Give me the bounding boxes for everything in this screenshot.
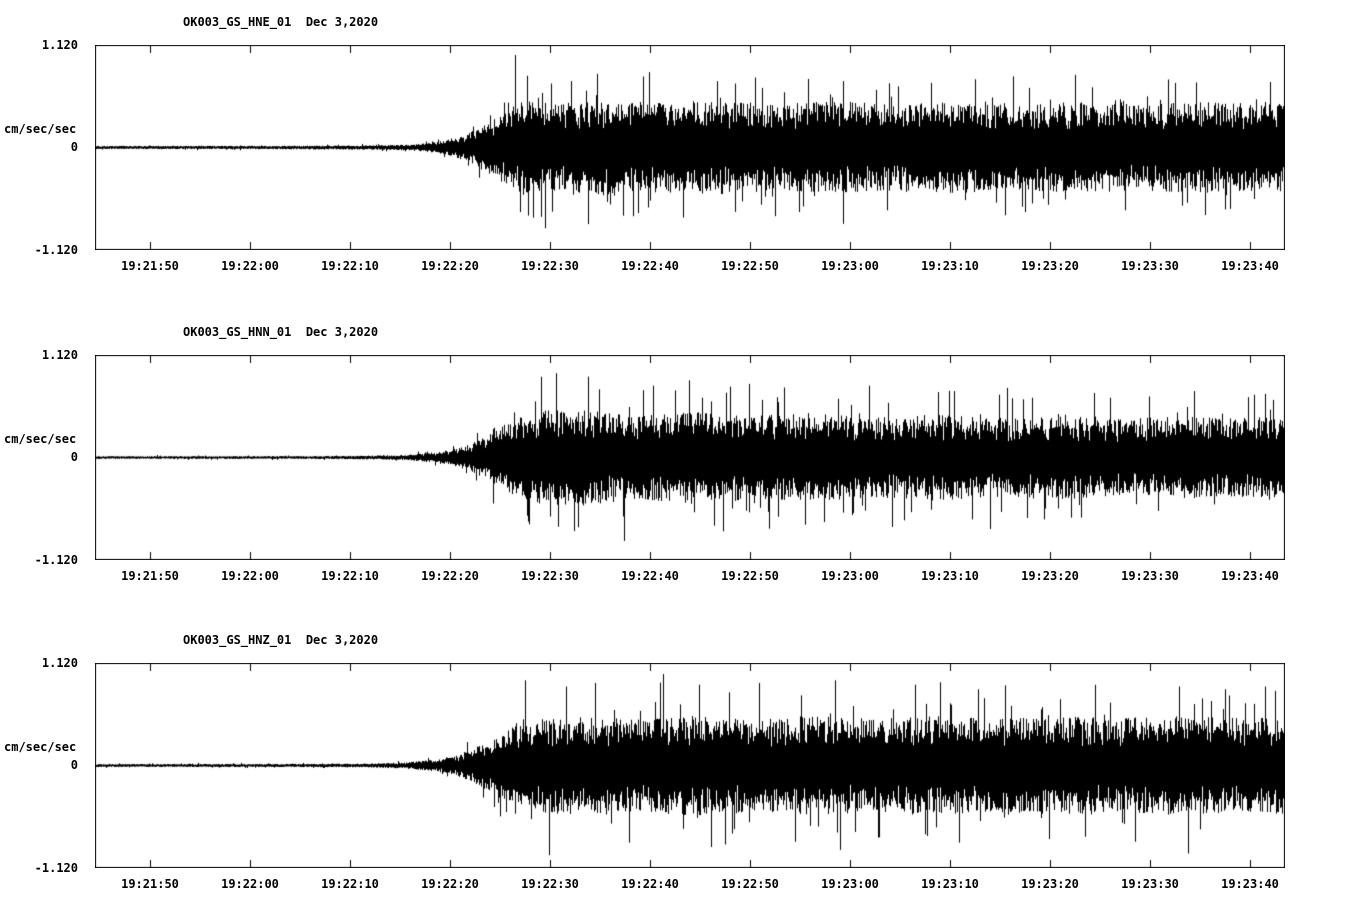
x-tick-label: 19:23:30	[1121, 569, 1179, 583]
plot-area	[95, 45, 1285, 250]
x-tick-label: 19:23:30	[1121, 877, 1179, 891]
y-tick-label-min: -1.120	[34, 243, 78, 257]
y-tick-label-min: -1.120	[34, 553, 78, 567]
panel-title: OK003_GS_HNE_01 Dec 3,2020	[183, 15, 379, 29]
seismogram-panel: OK003_GS_HNZ_01 Dec 3,2020 1.120 cm/sec/…	[0, 618, 1358, 918]
y-tick-label-zero: 0	[70, 140, 78, 154]
y-axis-unit-label: cm/sec/sec	[4, 740, 77, 754]
x-tick-label: 19:23:20	[1021, 569, 1079, 583]
x-tick-label: 19:22:50	[721, 877, 779, 891]
x-tick-label: 19:23:40	[1221, 877, 1279, 891]
x-tick-label: 19:22:30	[521, 877, 579, 891]
x-tick-label: 19:22:20	[421, 259, 479, 273]
y-axis-unit-label: cm/sec/sec	[4, 122, 77, 136]
x-tick-label: 19:23:30	[1121, 259, 1179, 273]
y-tick-label-max: 1.120	[41, 38, 78, 52]
x-tick-label: 19:23:20	[1021, 259, 1079, 273]
x-tick-label: 19:22:00	[221, 259, 279, 273]
y-tick-label-max: 1.120	[41, 656, 78, 670]
x-axis-tick-labels: 19:21:50 19:22:00 19:22:10 19:22:20 19:22:30…	[0, 569, 1358, 587]
y-tick-label-max: 1.120	[41, 348, 78, 362]
y-tick-label-min: -1.120	[34, 861, 78, 875]
x-tick-label: 19:22:00	[221, 877, 279, 891]
seismogram-trace-canvas	[95, 663, 1285, 868]
seismogram-panel: OK003_GS_HNE_01 Dec 3,2020 1.120 cm/sec/…	[0, 0, 1358, 300]
x-tick-label: 19:22:10	[321, 259, 379, 273]
x-tick-label: 19:22:00	[221, 569, 279, 583]
panel-title: OK003_GS_HNN_01 Dec 3,2020	[183, 325, 379, 339]
panel-title: OK003_GS_HNZ_01 Dec 3,2020	[183, 633, 379, 647]
x-tick-label: 19:21:50	[121, 877, 179, 891]
x-tick-label: 19:22:10	[321, 569, 379, 583]
x-tick-label: 19:22:30	[521, 569, 579, 583]
y-axis-unit-label: cm/sec/sec	[4, 432, 77, 446]
x-tick-label: 19:22:20	[421, 877, 479, 891]
x-tick-label: 19:22:40	[621, 259, 679, 273]
plot-area	[95, 355, 1285, 560]
x-tick-label: 19:23:10	[921, 259, 979, 273]
seismogram-trace-canvas	[95, 45, 1285, 250]
x-tick-label: 19:22:20	[421, 569, 479, 583]
x-tick-label: 19:23:40	[1221, 259, 1279, 273]
seismogram-panel: OK003_GS_HNN_01 Dec 3,2020 1.120 cm/sec/…	[0, 310, 1358, 610]
plot-area	[95, 663, 1285, 868]
x-tick-label: 19:23:00	[821, 569, 879, 583]
x-tick-label: 19:22:40	[621, 569, 679, 583]
y-tick-label-zero: 0	[70, 758, 78, 772]
x-tick-label: 19:22:50	[721, 569, 779, 583]
x-axis-tick-labels: 19:21:50 19:22:00 19:22:10 19:22:20 19:22:30…	[0, 877, 1358, 895]
y-tick-label-zero: 0	[70, 450, 78, 464]
x-tick-label: 19:21:50	[121, 259, 179, 273]
x-tick-label: 19:22:10	[321, 877, 379, 891]
x-tick-label: 19:23:20	[1021, 877, 1079, 891]
x-tick-label: 19:23:00	[821, 877, 879, 891]
seismogram-trace-canvas	[95, 355, 1285, 560]
x-axis-tick-labels: 19:21:50 19:22:00 19:22:10 19:22:20 19:22:30…	[0, 259, 1358, 277]
x-tick-label: 19:23:10	[921, 877, 979, 891]
x-tick-label: 19:23:00	[821, 259, 879, 273]
x-tick-label: 19:21:50	[121, 569, 179, 583]
x-tick-label: 19:22:50	[721, 259, 779, 273]
x-tick-label: 19:22:40	[621, 877, 679, 891]
x-tick-label: 19:23:40	[1221, 569, 1279, 583]
x-tick-label: 19:23:10	[921, 569, 979, 583]
x-tick-label: 19:22:30	[521, 259, 579, 273]
